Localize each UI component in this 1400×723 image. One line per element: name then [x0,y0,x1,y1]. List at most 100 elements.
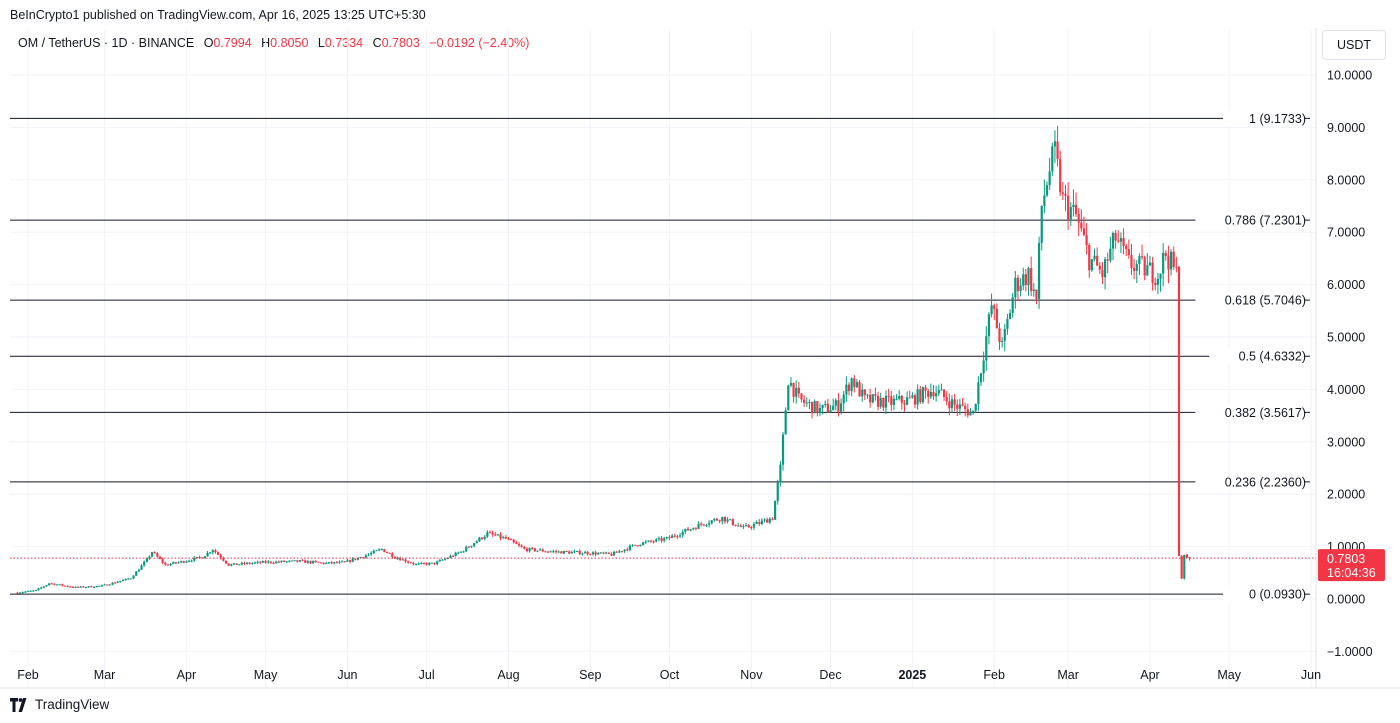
candle-body [744,525,748,527]
candle-body [412,563,415,565]
candle-body [230,564,233,566]
candle-body [53,583,56,585]
candle-body [1064,193,1067,196]
candle-body [576,551,579,553]
fib-level-label: 0.786 (7.2301) [1225,214,1306,228]
candle-body [261,561,265,563]
candle-body [839,403,843,412]
candle-body [676,536,679,538]
candle-body [203,556,206,559]
y-tick-label: 8.0000 [1327,173,1365,187]
candle-body [121,579,125,581]
candle-body [335,562,338,564]
candle-body [800,393,803,400]
candle-body [185,561,188,563]
candle-body [325,563,328,565]
candle-body [985,336,988,361]
candle-body [338,561,341,563]
candle-body [127,578,130,580]
candle-body [475,541,478,544]
candle-body [240,562,243,565]
candle-body [1098,265,1101,270]
candle-body [1037,242,1041,299]
candle-body [473,543,476,546]
candle-body [620,551,624,553]
currency-button[interactable]: USDT [1322,30,1386,60]
candle-body [409,562,412,564]
candle-body [206,552,209,557]
candle-body [1148,262,1152,266]
candle-body [1059,159,1062,193]
candle-body [399,558,402,561]
fib-level-label: 0.618 (5.7046) [1225,294,1306,308]
candle-body [546,551,550,553]
candle-body [1001,340,1004,343]
candle-body [1011,297,1014,313]
open-label: O [203,36,214,50]
candle-body [707,523,711,525]
candle-body [333,562,336,564]
candle-body [150,552,154,557]
candle-body [61,584,64,586]
candle-body [222,557,225,561]
candle-body [55,584,59,586]
candle-body [663,538,666,541]
candle-body [536,550,539,552]
candle-body [824,403,827,405]
candle-body [982,360,985,374]
candle-body [557,551,560,553]
candle-body [362,557,365,559]
candle-body [842,394,845,404]
candle-body [642,542,645,546]
candle-body [264,561,267,563]
candle-body [935,393,938,397]
candle-body [689,529,692,531]
candle-body [108,584,111,586]
candle-body [301,560,304,562]
candle-body [29,590,32,592]
candle-body [1159,273,1162,279]
symbol-label[interactable]: OM / TetherUS · 1D · BINANCE [18,36,195,50]
candle-body [74,586,77,588]
candle-body [977,382,980,404]
candle-body [451,555,455,557]
candle-body [346,560,349,562]
candle-body [737,525,740,527]
candle-body [1074,204,1078,214]
candle-body [209,552,212,554]
candle-body [1027,268,1030,285]
candle-body [713,518,716,521]
candle-body [961,404,964,406]
candle-body [380,549,383,551]
candle-body [631,544,634,546]
candle-body [692,528,695,530]
candle-body [510,538,513,540]
candle-body [1061,192,1064,194]
candle-body [470,545,473,547]
candle-body [414,563,418,565]
candle-body [539,549,542,551]
candle-body [702,524,705,526]
candle-body [876,395,880,407]
candle-body [763,519,766,521]
candle-body [180,561,183,563]
candle-body [227,563,230,566]
candle-body [781,434,785,465]
candle-body [211,550,214,553]
candle-body [269,561,272,563]
candle-body [1024,274,1027,285]
candle-body [1077,213,1080,223]
candle-body [69,586,72,588]
candle-body [90,586,93,588]
candle-body [797,387,800,394]
x-tick-label: Feb [983,668,1005,682]
candle-body [309,561,312,564]
candle-body [919,389,922,403]
x-tick-label: Oct [660,668,680,682]
candle-body [401,559,404,561]
candle-body [715,518,719,521]
candle-body [58,584,61,586]
candle-body [810,401,814,414]
candle-body [779,464,782,483]
